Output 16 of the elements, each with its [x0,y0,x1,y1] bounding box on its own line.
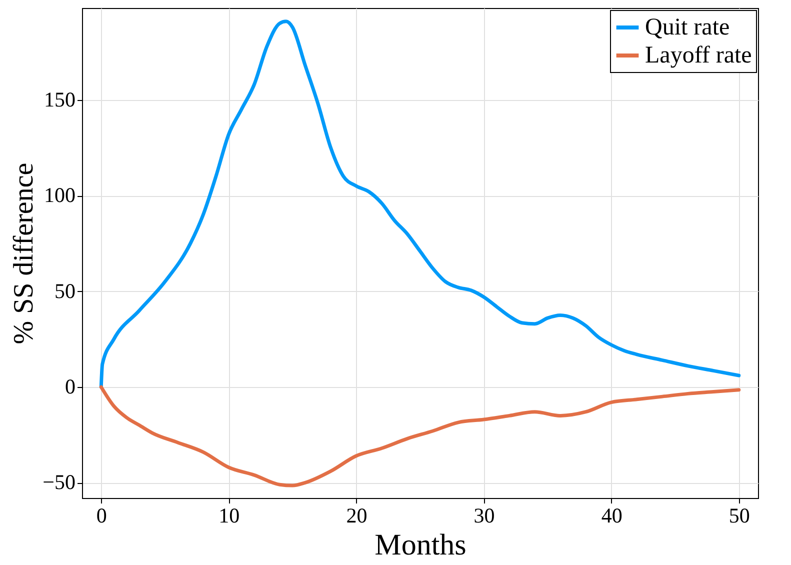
y-tick-label: 0 [65,374,76,398]
x-tick-label: 50 [728,504,750,528]
x-tick-label: 40 [601,504,622,528]
y-axis-title: % SS difference [8,162,40,344]
x-tick-label: 0 [96,504,107,528]
legend-label: Layoff rate [645,42,752,68]
x-tick-label: 30 [474,504,495,528]
y-tick-label: −50 [42,470,76,494]
y-tick-label: 150 [44,87,76,112]
x-axis-title: Months [374,528,466,562]
x-tick-label: 10 [218,504,240,528]
x-tick-label: 20 [346,504,368,528]
y-tick-label: 50 [54,278,76,303]
legend-label: Quit rate [645,14,730,40]
y-tick-label: 100 [44,183,76,208]
line-series [99,385,741,488]
